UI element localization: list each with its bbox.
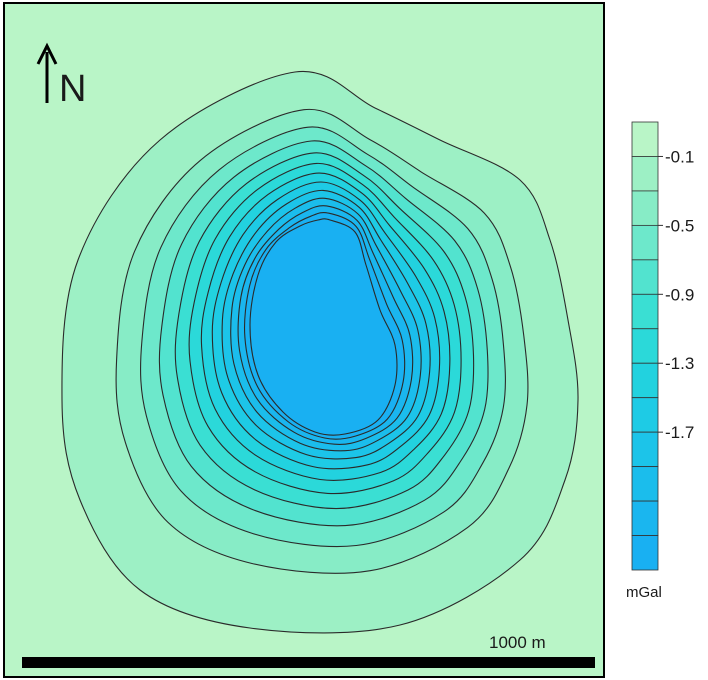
legend-swatch [631, 224, 659, 261]
scale-bar-line [22, 657, 595, 668]
legend-tick-label: -0.9 [665, 285, 694, 304]
legend-tick-label: -0.5 [665, 216, 694, 235]
legend: -0.1 -0.5 -0.9 -1.3 -1.7 [631, 121, 694, 571]
legend-swatch [631, 431, 659, 468]
legend-swatch [631, 156, 659, 192]
legend-swatch [631, 466, 659, 502]
legend-swatch [631, 293, 659, 330]
legend-swatch [631, 362, 659, 399]
legend-swatch [631, 500, 659, 536]
scale-label: 1000 m [489, 633, 546, 652]
legend-swatch [631, 535, 659, 571]
contour-bands [61, 70, 579, 634]
north-arrow: N [36, 42, 86, 110]
contour-band-13 [249, 218, 398, 436]
legend-swatch [631, 259, 659, 295]
legend-swatch [631, 328, 659, 364]
legend-tick-label: -0.1 [665, 147, 694, 166]
legend-swatch [631, 397, 659, 433]
legend-unit: mGal [626, 584, 662, 601]
north-arrow-head [36, 42, 58, 65]
legend-swatch [631, 190, 659, 226]
scale-bar: 1000 m [22, 633, 595, 668]
legend-tick-label: -1.7 [665, 423, 694, 442]
legend-swatch [631, 121, 659, 157]
legend-tick-label: -1.3 [665, 354, 694, 373]
north-label: N [59, 68, 86, 110]
